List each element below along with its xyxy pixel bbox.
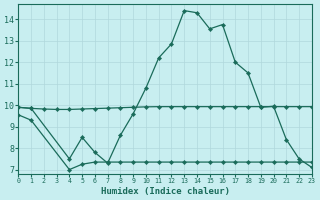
X-axis label: Humidex (Indice chaleur): Humidex (Indice chaleur) — [100, 187, 229, 196]
